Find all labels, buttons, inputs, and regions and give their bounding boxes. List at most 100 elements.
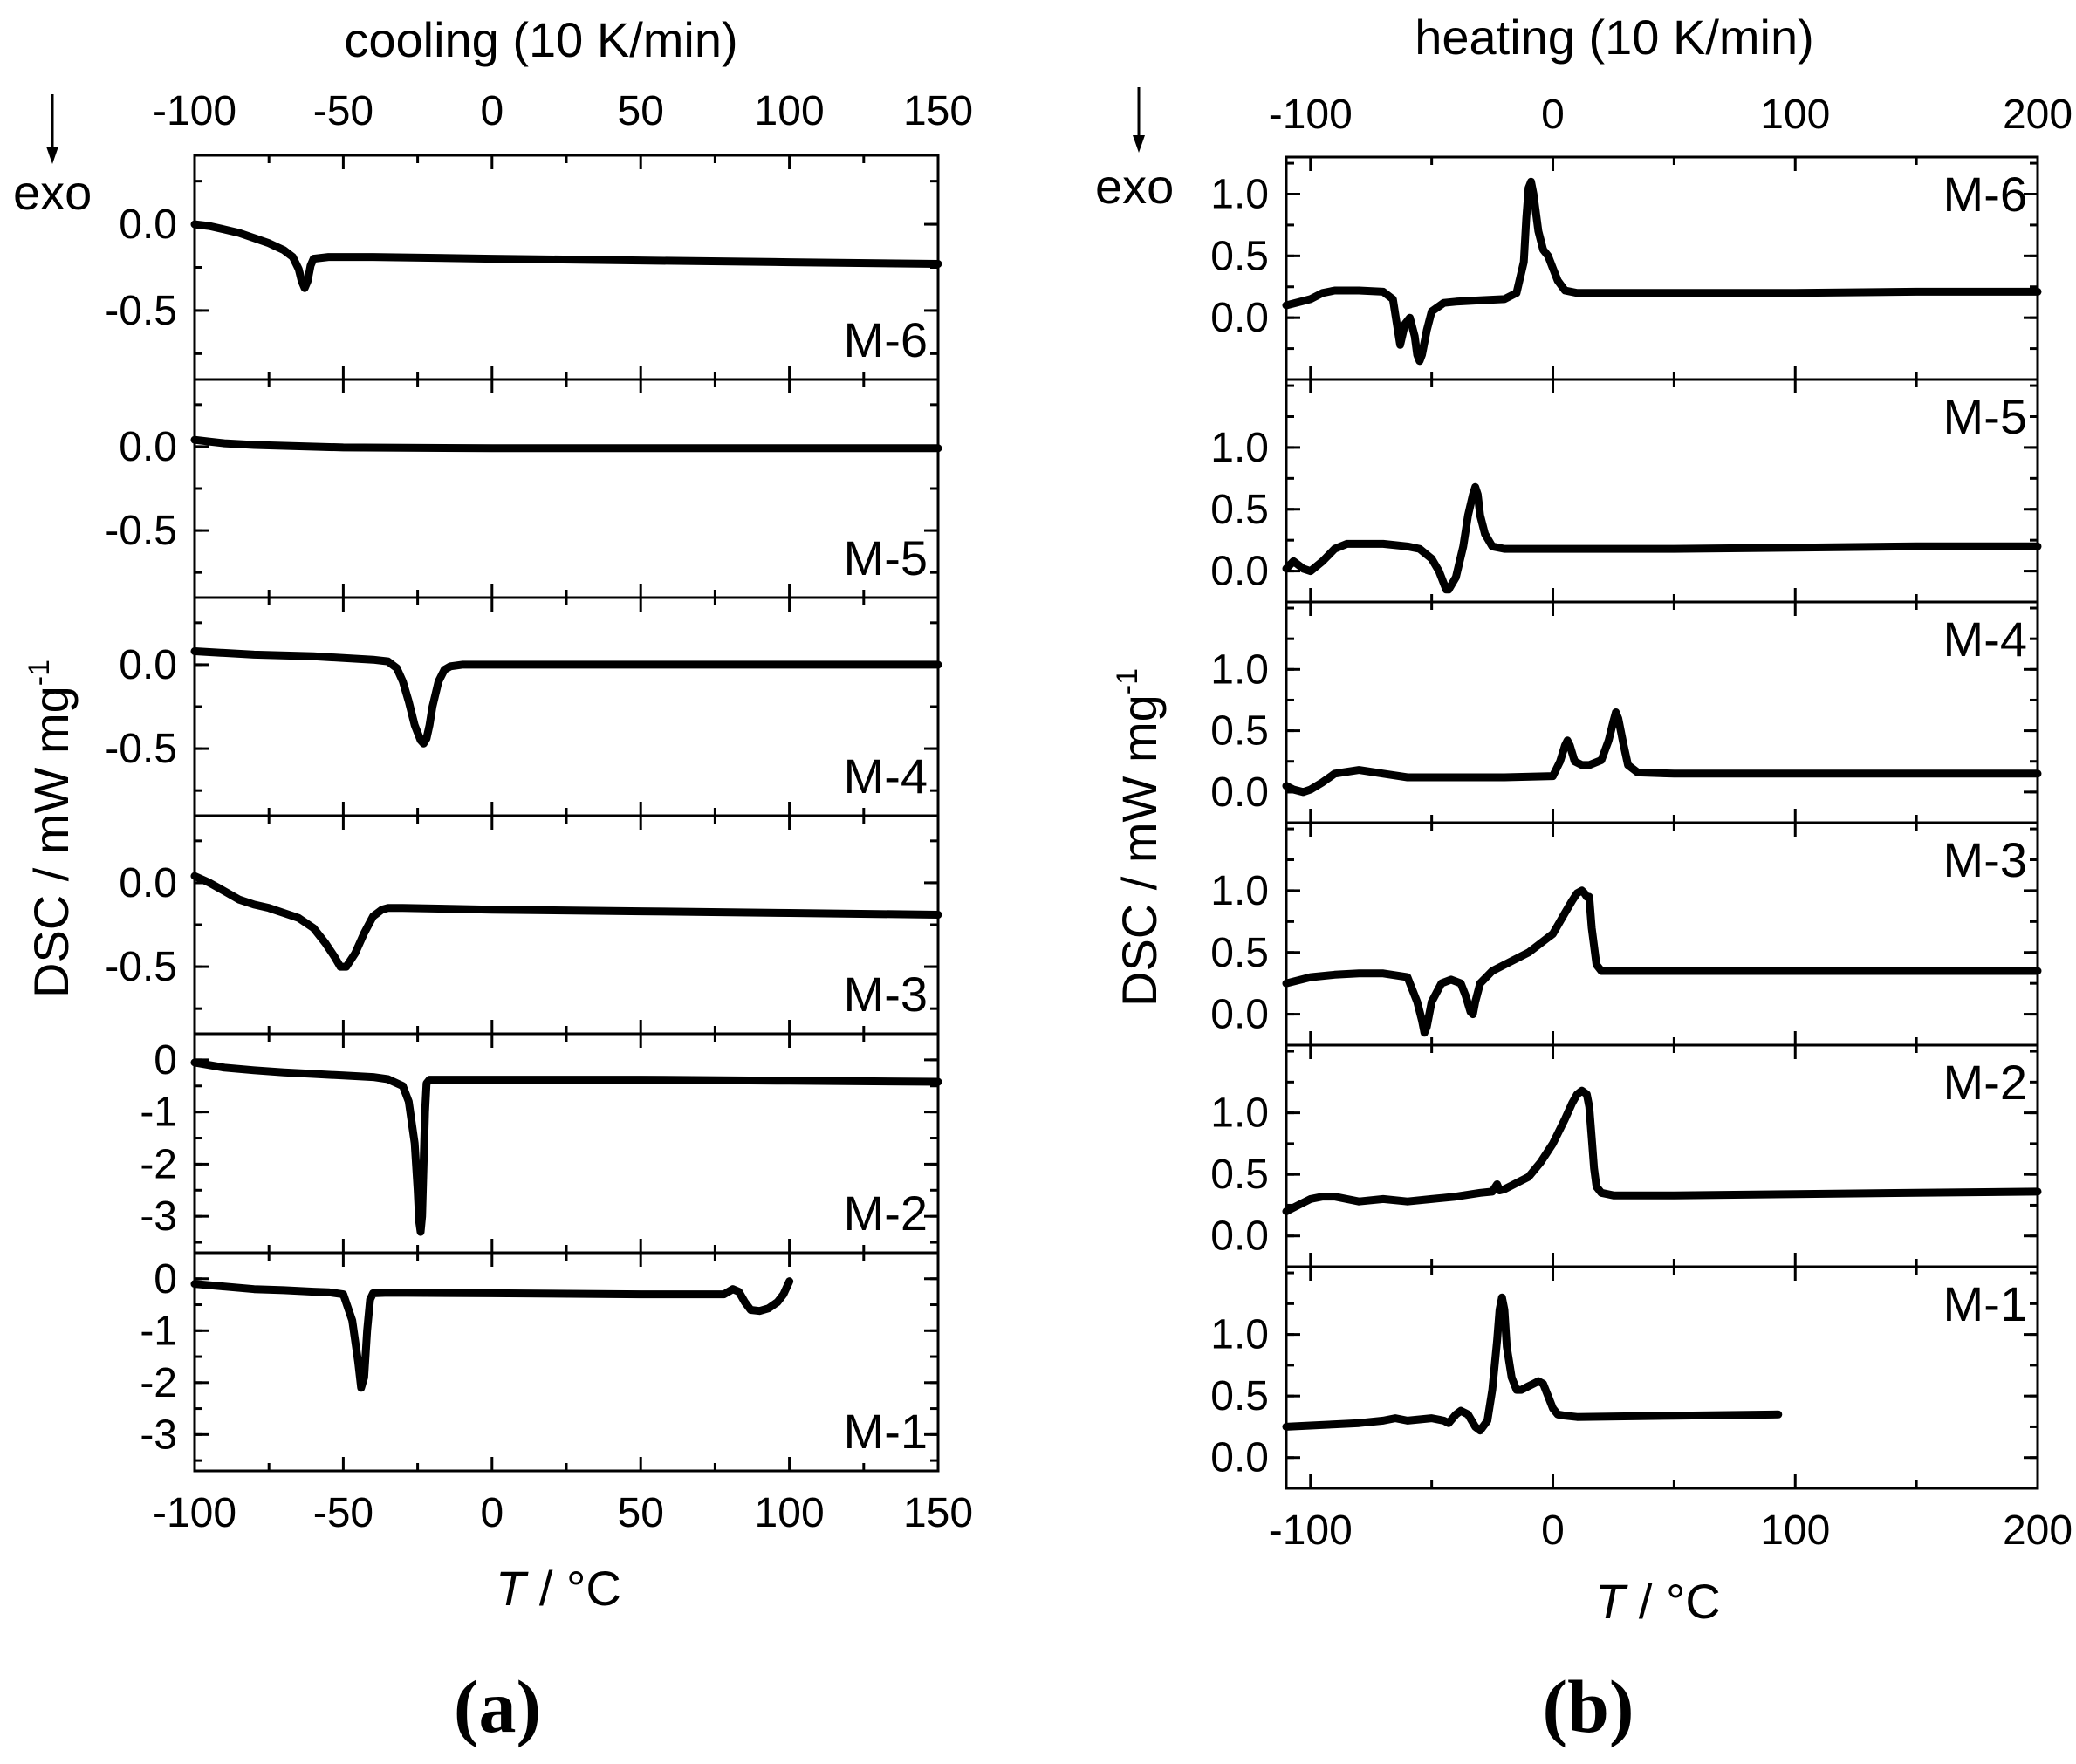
series-label: M-5 [1943, 389, 2027, 444]
y-tick-label: -3 [140, 1412, 177, 1458]
chart-b-subpanels: 0.00.51.0 M-60.00.51.0M-50.00.51.0M-40.00… [1210, 155, 2042, 1490]
y-tick-label: -1 [140, 1308, 177, 1354]
series-label: M-3 [1943, 832, 2027, 887]
series-line-m-4 [1282, 708, 2042, 797]
chart-a-y-title-main: DSC / mW mg [24, 686, 79, 998]
y-tick-label: 0 [154, 1256, 177, 1302]
subpanel-m-1: 0 -1 -2 -3 M-1 [140, 1251, 940, 1473]
chart-a-x-title-italic: T [496, 1561, 529, 1616]
y-tick-label: 0.0 [1210, 992, 1269, 1038]
y-tick-label: -0.5 [105, 508, 177, 554]
y-tick-label: 0.0 [119, 860, 177, 906]
subpanel-frame [193, 378, 940, 599]
y-tick-label: 0.5 [1210, 708, 1269, 755]
subpanel-m-3: 0.0 -0.5 M-3 [105, 814, 942, 1036]
x-tick-label-bottom: 50 [618, 1490, 664, 1536]
chart-b-y-title-sup: -1 [1111, 668, 1144, 694]
subpanel-m-6: 0.0 0.5 1.0 M-6 [1210, 155, 2042, 381]
chart-a-y-axis-title: DSC / mW mg-1 [23, 660, 79, 998]
x-tick-label-top: 100 [755, 88, 825, 134]
series-line-m-4 [190, 647, 942, 748]
subpanel-m-6: 0.0 -0.5 M-6 [105, 154, 942, 381]
subpanel-frame [193, 1251, 940, 1473]
chart-a-x-axis-title: T / °C [496, 1561, 621, 1616]
y-tick-label: 1.0 [1210, 1091, 1269, 1137]
x-tick-label-bottom: -50 [313, 1490, 373, 1536]
y-tick-label: 0.5 [1210, 1373, 1269, 1419]
chart-b-heating: heating (10 K/min) exo -100 0 100 200 -100 0… [1095, 10, 2073, 1748]
y-tick-label: 0.0 [119, 202, 177, 248]
chart-b-x-title-rest: / °C [1625, 1574, 1721, 1629]
subpanel-frame [1285, 1265, 2039, 1490]
y-tick-label: 0.0 [119, 424, 177, 470]
series-label: M-6 [844, 312, 928, 367]
y-tick-label: 0.0 [1210, 1435, 1269, 1481]
x-tick-label-top: 0 [1541, 92, 1565, 138]
exo-arrow-head [46, 147, 58, 164]
chart-b-y-axis-title: DSC / mW mg-1 [1111, 668, 1167, 1007]
series-line-m-3 [1282, 886, 2042, 1037]
x-tick-label-top: 100 [1760, 92, 1830, 138]
y-tick-label: -0.5 [105, 726, 177, 772]
chart-b-exo-label: exo [1095, 159, 1174, 214]
x-tick-label-top: -50 [313, 88, 373, 134]
x-tick-label-top: -100 [1269, 92, 1353, 138]
y-tick-label: 0.5 [1210, 1152, 1269, 1198]
chart-a-exo-marker: exo [13, 94, 92, 220]
y-tick-label: 1.0 [1210, 172, 1269, 218]
y-tick-label: 1.0 [1210, 425, 1269, 471]
y-tick-label: 0 [154, 1037, 177, 1084]
x-tick-label-bottom: 200 [2003, 1508, 2073, 1554]
y-tick-label: 0.0 [1210, 549, 1269, 595]
subpanel-frame [1285, 1043, 2039, 1268]
series-label: M-6 [1943, 167, 2027, 222]
y-tick-label: 0.0 [1210, 295, 1269, 341]
x-tick-label-bottom: -100 [1269, 1508, 1353, 1554]
y-tick-label: -1 [140, 1090, 177, 1136]
subpanel-m-5: 0.0 -0.5 M-5 [105, 378, 942, 599]
series-label: M-1 [844, 1404, 928, 1459]
series-label: M-2 [844, 1186, 928, 1241]
chart-a-top-x-tick-labels: -100 -50 0 50 100 150 [153, 88, 973, 134]
series-line-m-3 [190, 872, 942, 971]
chart-b-bottom-x-tick-labels: -100 0 100 200 [1269, 1508, 2073, 1554]
subpanel-frame [193, 596, 940, 817]
series-label: M-4 [1943, 612, 2027, 667]
series-line-m-2 [190, 1058, 942, 1236]
y-tick-label: 0.0 [1210, 1214, 1269, 1260]
subpanel-m-4: 0.0 -0.5 M-4 [105, 596, 942, 817]
x-tick-label-bottom: 100 [755, 1490, 825, 1536]
x-tick-label-top: 50 [618, 88, 664, 134]
x-tick-label-top: -100 [153, 88, 236, 134]
y-tick-label: -3 [140, 1193, 177, 1240]
series-label: M-1 [1943, 1276, 2027, 1331]
series-line-m-2 [1282, 1086, 2042, 1215]
y-tick-label: 1.0 [1210, 646, 1269, 693]
y-tick-label: -2 [140, 1360, 177, 1406]
subpanel-m-4: 0.0 0.5 1.0 M-4 [1210, 600, 2042, 824]
series-label: M-5 [844, 530, 928, 585]
chart-b-title: heating (10 K/min) [1415, 10, 1814, 65]
x-tick-label-bottom: -100 [153, 1490, 236, 1536]
chart-a-title: cooling (10 K/min) [344, 12, 737, 67]
chart-b-y-title-main: DSC / mW mg [1112, 694, 1167, 1007]
x-tick-label-top: 0 [480, 88, 504, 134]
series-line-m-6 [1282, 177, 2042, 366]
subpanel-frame [1285, 600, 2039, 824]
chart-a-figure-label: (a) [454, 1665, 541, 1748]
series-label: M-2 [1943, 1055, 2027, 1110]
subpanel-m-2: 0.0 0.5 1.0 M-2 [1210, 1043, 2042, 1268]
chart-b-x-title-italic: T [1595, 1574, 1628, 1629]
exo-arrow-head [1133, 135, 1145, 153]
series-line-m-1 [1282, 1293, 1783, 1435]
x-tick-label-bottom: 0 [1541, 1508, 1565, 1554]
subpanel-m-1: 0.0 0.5 1.0 M-1 [1210, 1265, 2039, 1490]
subpanel-frame [1285, 378, 2039, 604]
chart-b-x-axis-title: T / °C [1595, 1574, 1721, 1629]
x-tick-label-top: 200 [2003, 92, 2073, 138]
subpanel-m-2: 0 -1 -2 -3 M-2 [140, 1032, 942, 1255]
subpanel-frame [193, 1032, 940, 1255]
y-tick-label: 1.0 [1210, 868, 1269, 914]
subpanel-m-5: 0.0 0.5 1.0 M-5 [1210, 378, 2042, 604]
